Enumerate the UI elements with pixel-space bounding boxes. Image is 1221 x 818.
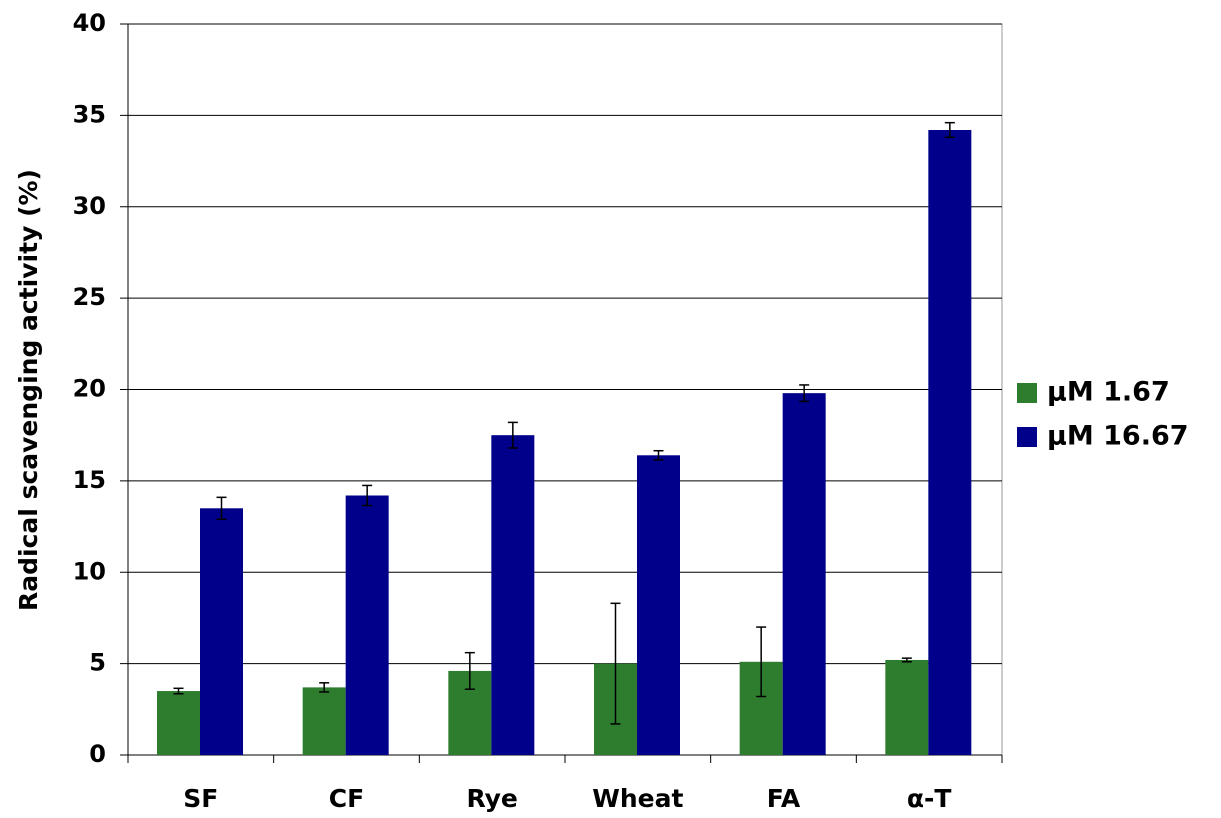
error-bar	[464, 651, 475, 690]
y-tick-label: 30	[73, 192, 106, 220]
x-tick-label: α-T	[907, 784, 952, 813]
y-tick-label: 15	[73, 466, 106, 494]
y-tick-label: 5	[89, 649, 106, 677]
bar	[200, 508, 243, 755]
error-bar	[610, 602, 621, 725]
x-tick-label: FA	[767, 784, 801, 813]
y-tick-label: 10	[73, 557, 106, 585]
x-tick-label: CF	[329, 784, 364, 813]
error-bar	[901, 657, 912, 663]
error-bar	[756, 626, 767, 698]
bar	[885, 659, 929, 755]
bar	[345, 495, 389, 755]
bar	[782, 393, 826, 755]
bar	[637, 455, 680, 755]
y-tick-label: 40	[73, 9, 106, 37]
error-bar	[319, 682, 330, 693]
y-tick-label: 0	[89, 740, 106, 768]
error-bar	[173, 687, 184, 695]
legend-label: µM 1.67	[1047, 377, 1170, 408]
y-tick-label: 20	[73, 375, 106, 403]
x-tick-label: Wheat	[592, 784, 683, 813]
bar	[302, 687, 346, 755]
error-bar	[362, 484, 373, 507]
bar	[928, 129, 972, 755]
error-bar	[216, 496, 227, 521]
y-tick-label: 35	[73, 100, 106, 128]
error-bar	[507, 421, 518, 449]
x-tick-label: Rye	[466, 784, 517, 813]
bar	[491, 435, 535, 755]
legend-label: µM 16.67	[1047, 421, 1189, 452]
error-bar	[653, 449, 664, 461]
bar	[157, 691, 200, 755]
y-axis-label: Radical scavenging activity (%)	[14, 169, 43, 611]
legend-swatch	[1017, 383, 1037, 403]
error-bar	[944, 121, 955, 139]
y-tick-label: 25	[73, 283, 106, 311]
error-bar	[799, 384, 810, 403]
legend-swatch	[1017, 427, 1037, 447]
x-tick-label: SF	[183, 784, 218, 813]
